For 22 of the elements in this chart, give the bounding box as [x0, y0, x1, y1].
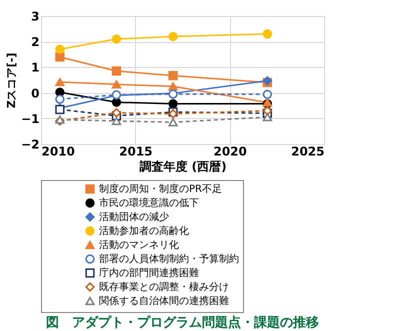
legend-label: 部署の人員体制制約・予算制約: [99, 253, 239, 265]
y-tick-label: 3: [31, 10, 40, 24]
text: 図 アダプト・プログラム問題点・課題の推移: [46, 314, 319, 330]
x-tick-label: 2010: [42, 144, 75, 158]
legend-label: 庁内の部門間連携困難: [99, 267, 199, 279]
y-tick-label: 2: [31, 35, 40, 50]
y-tick-label: 0: [31, 86, 40, 100]
legend-label: 活動のマンネリ化: [99, 239, 179, 251]
legend-label: 活動団体の減少: [99, 211, 169, 223]
y-tick-label: −1: [21, 112, 40, 126]
y-tick-label: 1: [31, 60, 40, 75]
x-tick-label: 2025: [291, 144, 324, 158]
legend-label: 市民の環境意識の低下: [99, 197, 199, 209]
x-tick-label: 2015: [119, 144, 153, 158]
y-axis-title: Zスコア[-]: [5, 52, 18, 108]
legend-label: 活動参加者の高齢化: [99, 225, 189, 237]
legend-label: 制度の周知・制度のPR不足: [99, 183, 222, 195]
legend-label: 既存事業との調整・棲み分け: [99, 281, 229, 293]
x-axis-title: 調査年度 (西暦): [138, 160, 227, 174]
legend-label: 関係する自治体間の連携困難: [99, 295, 229, 307]
x-tick-label: 2020: [213, 144, 247, 158]
y-tick-label: −2: [21, 138, 40, 152]
